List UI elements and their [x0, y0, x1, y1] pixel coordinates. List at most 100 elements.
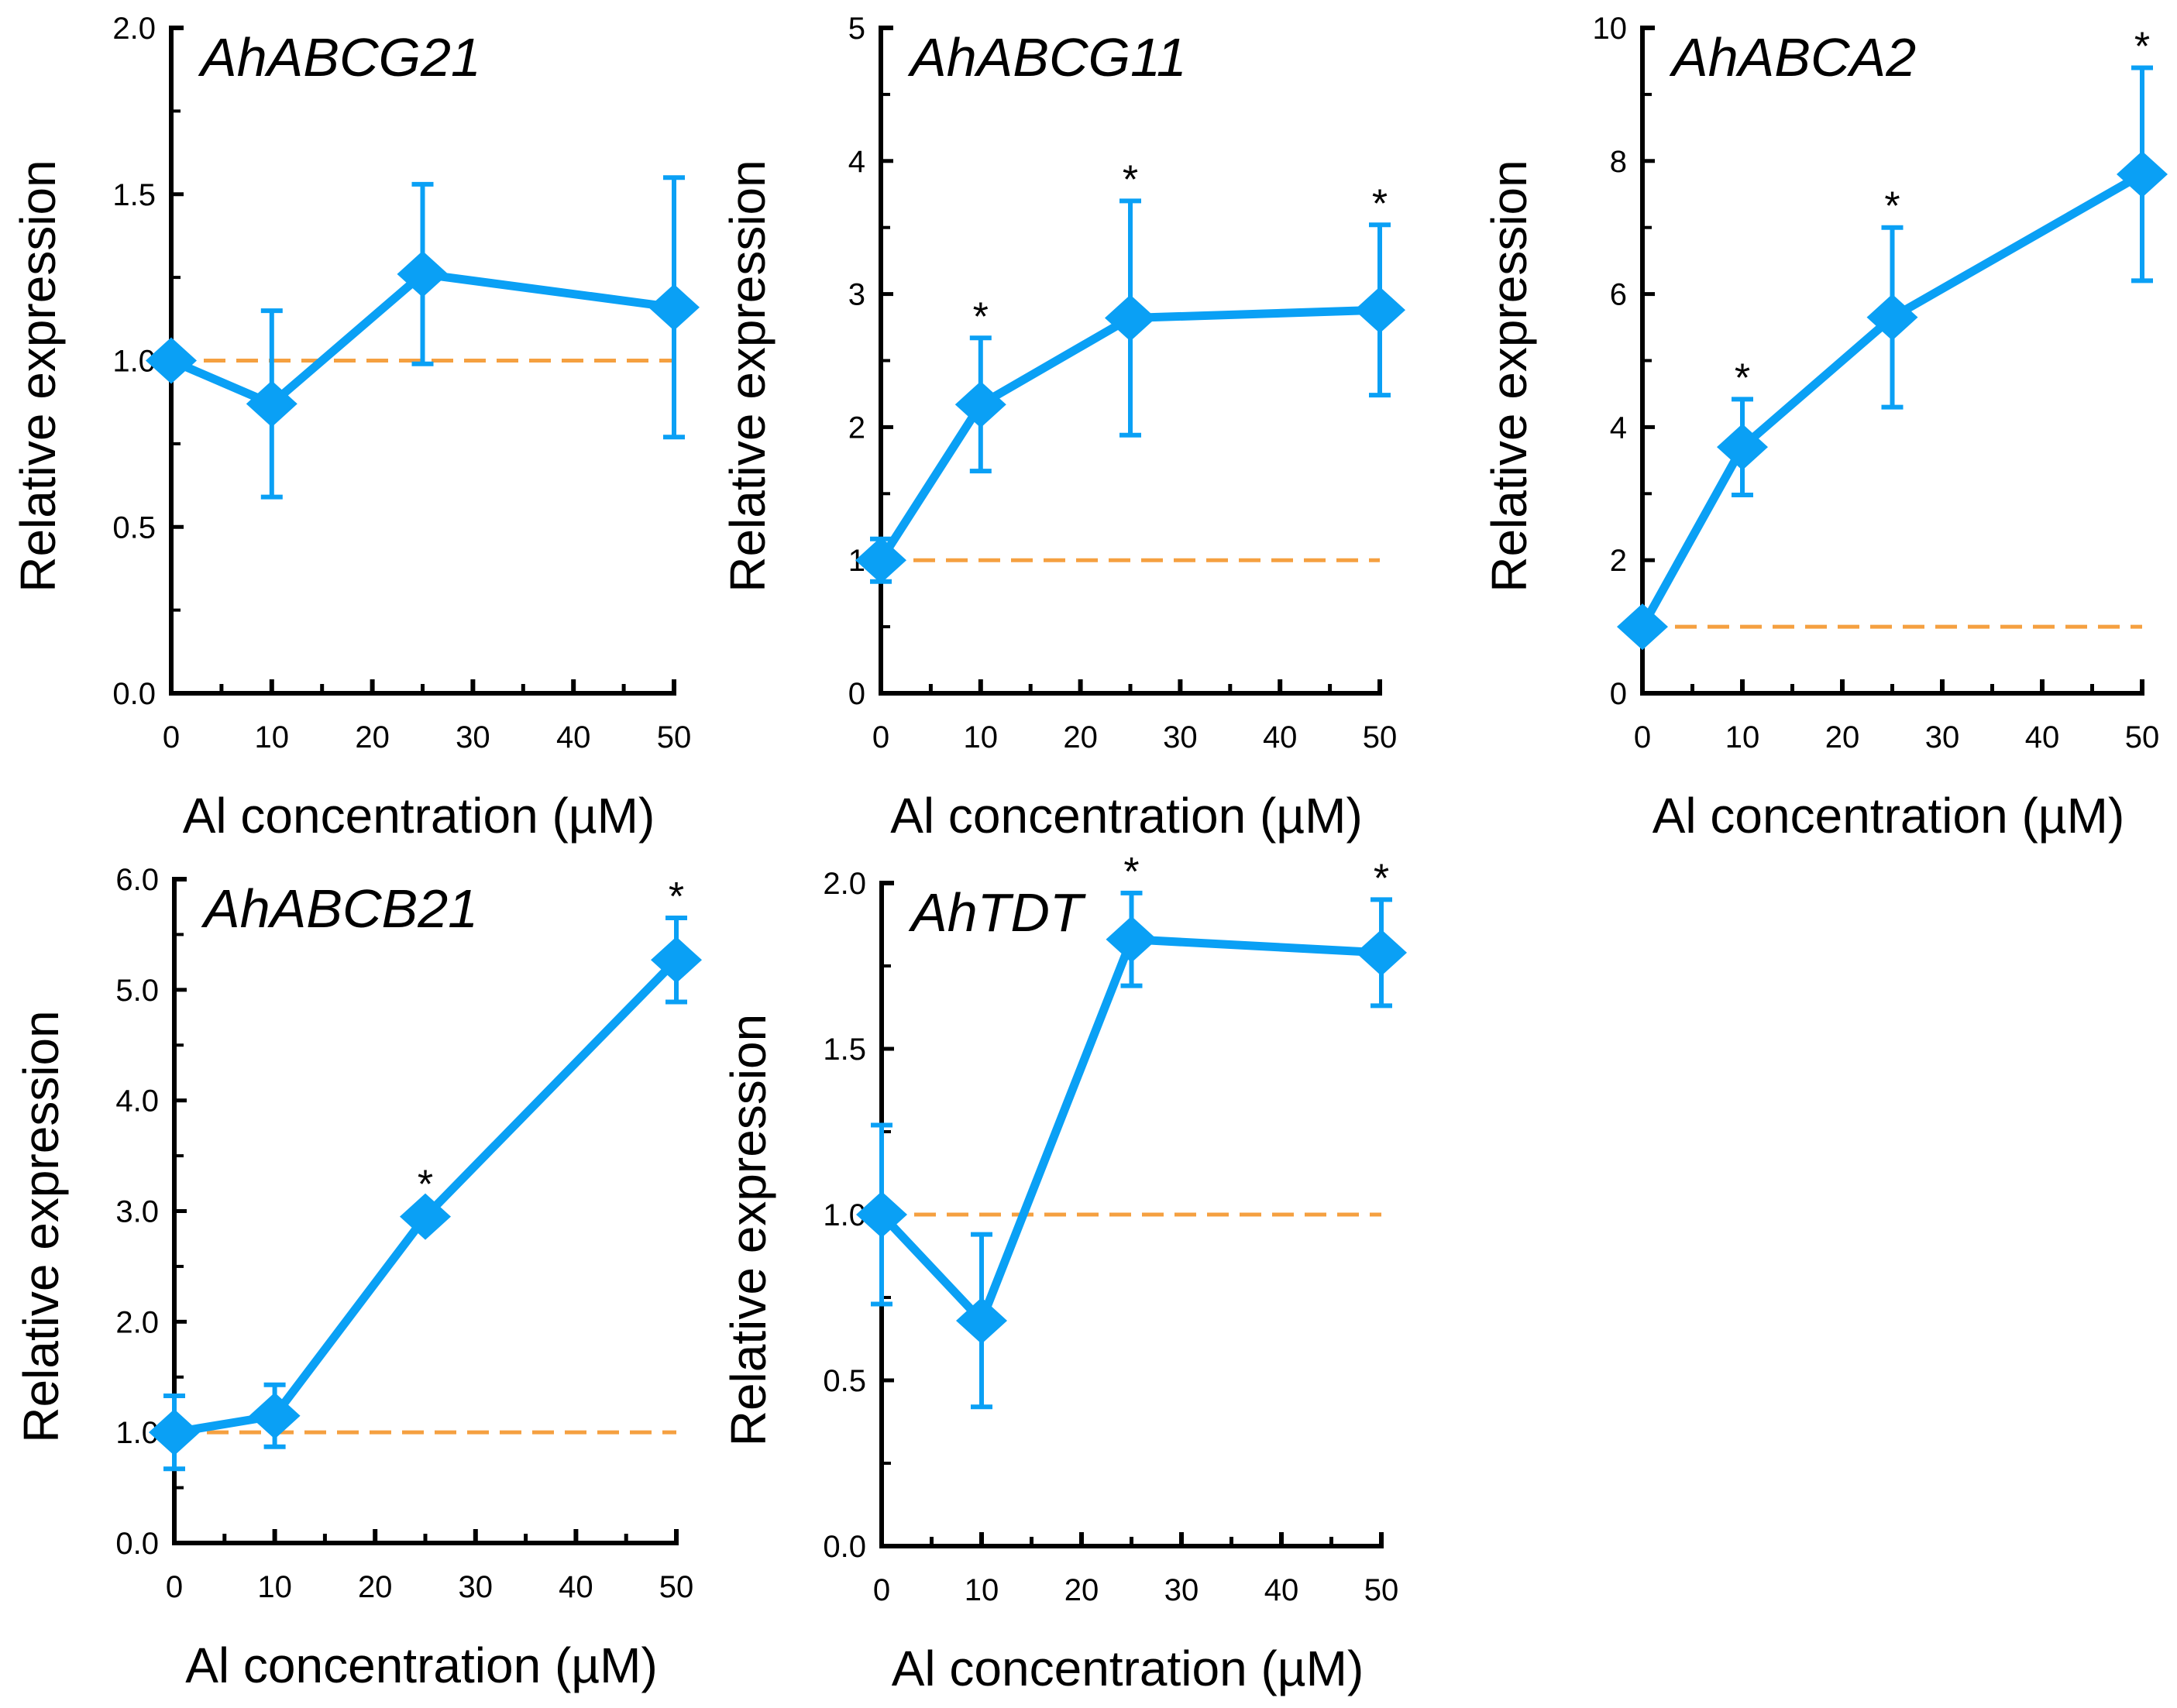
data-point-marker	[1356, 929, 1407, 976]
x-tick-label: 30	[456, 720, 490, 754]
y-axis-label: Relative expression	[10, 160, 66, 593]
data-point-marker	[397, 250, 449, 297]
chart-title: AhABCA2	[1669, 27, 1916, 88]
data-point-marker	[1354, 287, 1405, 334]
y-tick-label: 5	[848, 12, 865, 46]
x-tick-label: 50	[2125, 720, 2160, 754]
y-tick-label: 0	[1610, 677, 1627, 711]
data-point-marker	[651, 936, 702, 984]
x-tick-label: 20	[1064, 1573, 1099, 1607]
y-axis-label: Relative expression	[721, 1014, 776, 1447]
data-point-marker	[954, 381, 1006, 428]
x-tick-label: 20	[1825, 720, 1860, 754]
x-tick-label: 0	[166, 1570, 183, 1604]
x-tick-label: 10	[257, 1570, 292, 1604]
y-tick-label: 6.0	[115, 863, 159, 897]
significance-star: *	[669, 875, 684, 919]
y-tick-label: 2.0	[112, 12, 156, 46]
chart-title: AhABCG21	[198, 27, 481, 88]
data-point-marker	[1106, 916, 1157, 963]
data-point-marker	[246, 380, 297, 428]
x-tick-label: 0	[873, 1573, 890, 1607]
x-tick-label: 40	[2025, 720, 2060, 754]
y-tick-label: 1.5	[112, 178, 156, 212]
x-tick-label: 20	[358, 1570, 393, 1604]
significance-star: *	[973, 294, 989, 339]
y-tick-label: 6	[1610, 278, 1627, 312]
x-tick-label: 30	[1163, 720, 1198, 754]
data-point-marker	[1717, 424, 1768, 471]
y-tick-label: 2.0	[115, 1305, 159, 1339]
data-point-marker	[400, 1193, 451, 1240]
y-tick-label: 3	[848, 278, 865, 312]
data-point-marker	[1866, 294, 1918, 341]
series-line	[169, 270, 675, 408]
x-tick-label: 50	[1363, 720, 1398, 754]
x-tick-label: 50	[1364, 1573, 1399, 1607]
y-tick-label: 8	[1610, 145, 1627, 179]
x-tick-label: 30	[459, 1570, 494, 1604]
x-tick-label: 30	[1164, 1573, 1199, 1607]
x-tick-label: 40	[559, 1570, 593, 1604]
y-tick-label: 4.0	[115, 1084, 159, 1119]
y-tick-label: 0.0	[112, 677, 156, 711]
x-axis-label: Al concentration (µM)	[890, 788, 1363, 844]
significance-star: *	[1372, 181, 1388, 226]
x-axis-label: Al concentration (µM)	[1653, 788, 2125, 844]
x-tick-label: 40	[556, 720, 591, 754]
series-line	[174, 957, 679, 1437]
y-tick-label: 2	[1610, 544, 1627, 578]
x-tick-label: 0	[163, 720, 180, 754]
series-line	[877, 305, 1381, 563]
y-tick-label: 0.5	[112, 510, 156, 545]
x-tick-label: 40	[1264, 1573, 1299, 1607]
x-axis-label: Al concentration (µM)	[185, 1638, 658, 1693]
x-tick-label: 50	[659, 1570, 694, 1604]
x-tick-label: 0	[872, 720, 889, 754]
y-tick-label: 0.5	[823, 1364, 866, 1398]
significance-star: *	[1735, 356, 1750, 400]
y-axis-label: Relative expression	[720, 160, 776, 593]
x-tick-label: 10	[1725, 720, 1760, 754]
y-tick-label: 3.0	[115, 1195, 159, 1229]
y-tick-label: 0	[848, 677, 865, 711]
data-point-marker	[856, 1191, 907, 1238]
significance-star: *	[418, 1162, 433, 1207]
chart-title: AhABCG11	[907, 27, 1187, 88]
data-point-marker	[855, 537, 906, 584]
y-axis-label: Relative expression	[13, 1010, 69, 1443]
significance-star: *	[1123, 850, 1139, 895]
significance-star: *	[1123, 157, 1138, 202]
chart-title: AhTDT	[908, 882, 1086, 943]
y-tick-label: 0.0	[823, 1530, 866, 1564]
chart-title: AhABCB21	[201, 878, 478, 939]
data-point-marker	[1105, 294, 1156, 342]
x-tick-label: 20	[355, 720, 390, 754]
x-tick-label: 0	[1634, 720, 1651, 754]
data-point-marker	[149, 1409, 200, 1456]
series-line	[878, 935, 1382, 1325]
data-point-marker	[2117, 150, 2168, 198]
data-point-marker	[956, 1297, 1007, 1344]
y-tick-label: 4	[1610, 411, 1627, 445]
x-tick-label: 50	[657, 720, 692, 754]
y-tick-label: 5.0	[115, 974, 159, 1008]
x-axis-label: Al concentration (µM)	[183, 788, 655, 844]
y-axis-label: Relative expression	[1481, 160, 1537, 593]
x-tick-label: 20	[1063, 720, 1098, 754]
x-tick-label: 40	[1263, 720, 1298, 754]
chart-panel-ahabcg11: 01234501020304050Al concentration (µM)Re…	[720, 12, 1405, 844]
data-point-marker	[1617, 603, 1668, 651]
y-tick-label: 0.0	[115, 1527, 159, 1561]
significance-star: *	[1374, 856, 1389, 901]
y-tick-label: 4	[848, 145, 865, 179]
x-tick-label: 10	[964, 720, 999, 754]
y-tick-label: 2.0	[823, 867, 866, 901]
data-point-marker	[146, 337, 197, 384]
data-point-marker	[249, 1392, 301, 1439]
